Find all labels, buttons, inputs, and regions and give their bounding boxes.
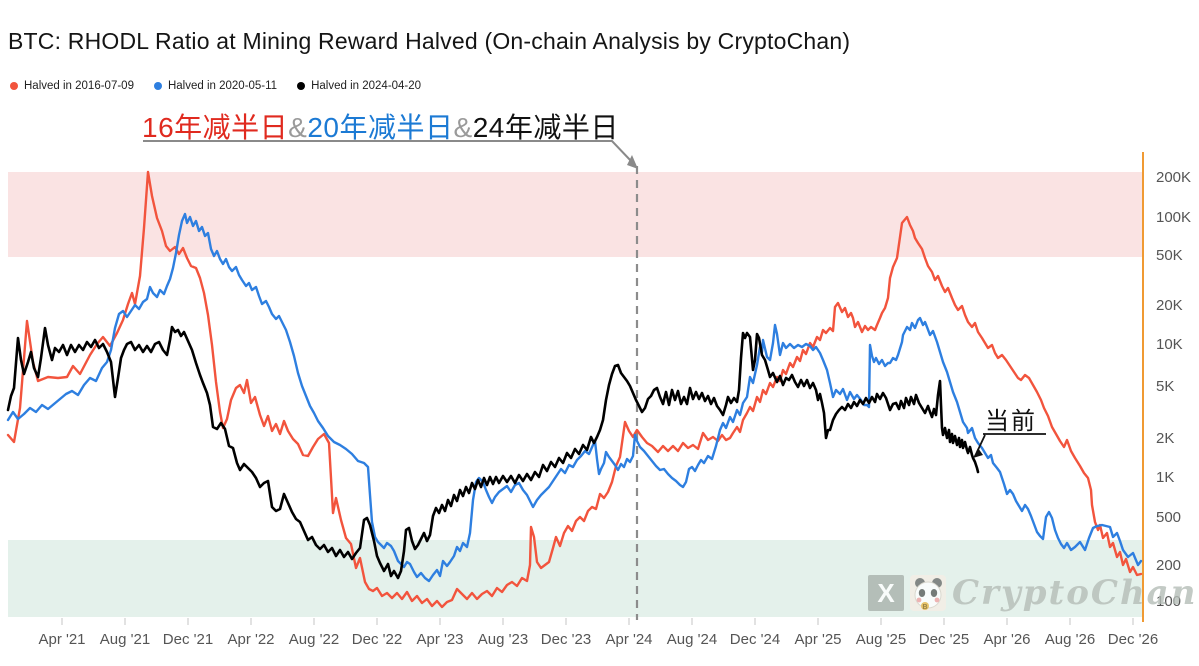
halving-annotation-arrowhead bbox=[627, 155, 638, 169]
legend-item-label: Halved in 2024-04-20 bbox=[311, 80, 422, 92]
legend-item[interactable]: Halved in 2020-05-11 bbox=[153, 80, 278, 92]
y-axis-label: 2K bbox=[1156, 430, 1175, 447]
x-axis-label: Dec '21 bbox=[162, 631, 214, 648]
x-axis-label: Aug '25 bbox=[855, 631, 907, 648]
legend-item[interactable]: Halved in 2024-04-20 bbox=[297, 80, 421, 92]
current-annotation: 当前 bbox=[985, 408, 1037, 435]
y-axis-label: 5K bbox=[1156, 378, 1175, 395]
halving-annotation-segment: 24年减半日 bbox=[472, 112, 619, 143]
svg-text:B: B bbox=[922, 604, 927, 611]
halving-annotation-segment: 16年减半日 bbox=[142, 112, 289, 143]
legend: Halved in 2016-07-09 Halved in 2020-05-11… bbox=[10, 80, 421, 92]
lower-band bbox=[8, 540, 1143, 617]
x-axis-label: Aug '22 bbox=[288, 631, 340, 648]
current-annotation-arrowhead bbox=[973, 448, 983, 458]
legend-item-label: Halved in 2016-07-09 bbox=[24, 80, 134, 92]
x-axis-label: Dec '26 bbox=[1107, 631, 1159, 648]
watermark-name: CryptoChan bbox=[952, 573, 1198, 613]
x-axis-label: Aug '26 bbox=[1044, 631, 1096, 648]
x-axis-label: Apr '23 bbox=[416, 631, 464, 648]
series-line-0 bbox=[6, 170, 1143, 609]
halving-annotation-segment: & bbox=[288, 112, 308, 143]
x-axis-label: Aug '24 bbox=[666, 631, 718, 648]
y-axis-label: 20K bbox=[1156, 297, 1183, 314]
x-twitter-icon: X bbox=[868, 575, 904, 611]
panda-avatar-icon: B bbox=[910, 575, 946, 611]
series-line-2 bbox=[6, 325, 980, 580]
y-axis-label: 200K bbox=[1156, 169, 1192, 186]
halving-annotation-segment: 20年减半日 bbox=[307, 112, 454, 143]
x-axis-label: Apr '25 bbox=[794, 631, 842, 648]
current-annotation-pointer bbox=[976, 433, 1046, 453]
x-axis-label: Aug '23 bbox=[477, 631, 529, 648]
y-axis-label: 10K bbox=[1156, 336, 1183, 353]
x-axis-label: Apr '24 bbox=[605, 631, 653, 648]
y-axis-label: 50K bbox=[1156, 247, 1183, 264]
halving-annotation: 16年减半日&20年减半日&24年减半日 bbox=[142, 106, 619, 146]
x-axis-label: Dec '23 bbox=[540, 631, 592, 648]
legend-dot-icon bbox=[153, 82, 162, 90]
x-axis-label: Apr '22 bbox=[227, 631, 275, 648]
x-axis-label: Dec '25 bbox=[918, 631, 970, 648]
legend-dot-icon bbox=[297, 82, 306, 90]
series-line-1 bbox=[6, 212, 1143, 583]
legend-dot-icon bbox=[10, 82, 18, 90]
halving-annotation-segment: & bbox=[453, 112, 473, 143]
legend-item[interactable]: Halved in 2016-07-09 bbox=[10, 80, 134, 92]
y-axis-label: 1K bbox=[1156, 469, 1175, 486]
y-axis-label: 500 bbox=[1156, 509, 1182, 526]
halving-annotation-pointer bbox=[143, 140, 633, 163]
watermark: X B CryptoChan bbox=[868, 575, 1197, 611]
x-axis-label: Apr '26 bbox=[983, 631, 1031, 648]
legend-item-label: Halved in 2020-05-11 bbox=[167, 80, 278, 92]
y-axis-label: 100K bbox=[1156, 209, 1192, 226]
upper-band bbox=[8, 172, 1143, 257]
page-title: BTC: RHODL Ratio at Mining Reward Halved… bbox=[8, 28, 851, 54]
x-axis-label: Dec '24 bbox=[729, 631, 781, 648]
y-axis-label: 100 bbox=[1156, 593, 1182, 610]
y-axis-label: 200 bbox=[1156, 557, 1182, 574]
x-axis-label: Dec '22 bbox=[351, 631, 403, 648]
x-axis-label: Apr '21 bbox=[38, 631, 86, 648]
x-axis-label: Aug '21 bbox=[99, 631, 151, 648]
